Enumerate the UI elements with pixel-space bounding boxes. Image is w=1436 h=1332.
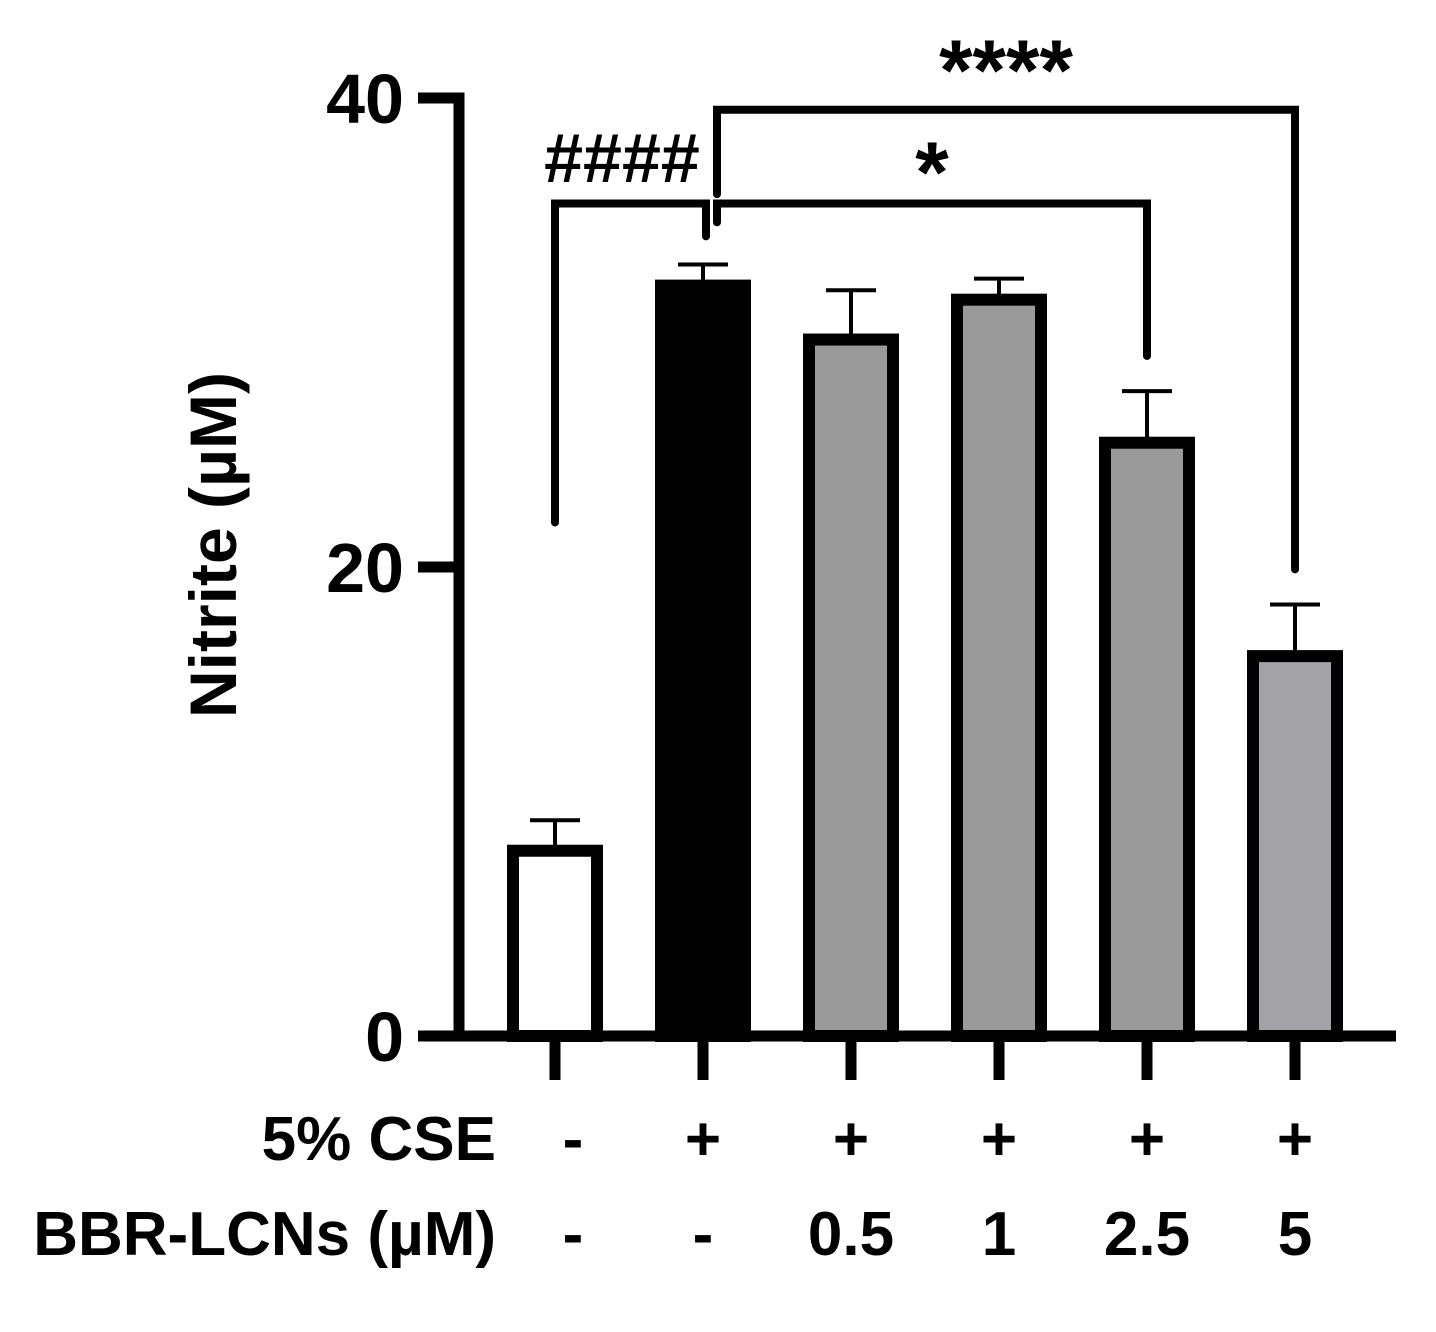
condition-table: 5% CSE - + + + + +BBR-LCNs (µM) - -0.5 1 2.5 5	[33, 1105, 1313, 1269]
row-label: BBR-LCNs (µM)	[33, 1200, 496, 1269]
category-tick-label: 0.5	[808, 1200, 894, 1269]
significance-bracket	[713, 199, 1151, 360]
axes: 0 20 40	[326, 60, 1396, 1080]
bar	[803, 333, 899, 1043]
category-tick-label: -	[693, 1200, 714, 1269]
star-significance-label: *	[915, 125, 949, 221]
category-tick-label: 2.5	[1104, 1200, 1190, 1269]
bars	[507, 262, 1343, 1043]
bar	[655, 279, 751, 1043]
significance-bracket	[551, 199, 710, 527]
y-tick-label: 40	[326, 60, 404, 138]
bar	[507, 844, 603, 1042]
significance-bracket	[713, 105, 1299, 574]
category-tick-label: +	[685, 1105, 721, 1174]
category-tick-label: -	[563, 1200, 584, 1269]
category-tick-label: +	[981, 1105, 1017, 1174]
significance-annotations: #### *****	[544, 23, 1299, 574]
category-tick-label: 1	[982, 1200, 1016, 1269]
category-tick-label: 5	[1278, 1200, 1312, 1269]
y-tick-label: 20	[326, 529, 404, 607]
row-label: 5% CSE	[262, 1105, 496, 1174]
y-tick-label: 0	[365, 998, 404, 1076]
bar	[1099, 436, 1195, 1042]
bar	[1247, 650, 1343, 1042]
category-tick-label: +	[833, 1105, 869, 1174]
category-tick-label: -	[563, 1105, 584, 1174]
bar	[951, 293, 1047, 1043]
category-tick-label: +	[1129, 1105, 1165, 1174]
star-significance-label: ****	[939, 23, 1073, 119]
hash-significance-label: ####	[544, 119, 700, 197]
category-tick-label: +	[1277, 1105, 1313, 1174]
y-axis-label: Nitrite (µM)	[176, 372, 250, 718]
